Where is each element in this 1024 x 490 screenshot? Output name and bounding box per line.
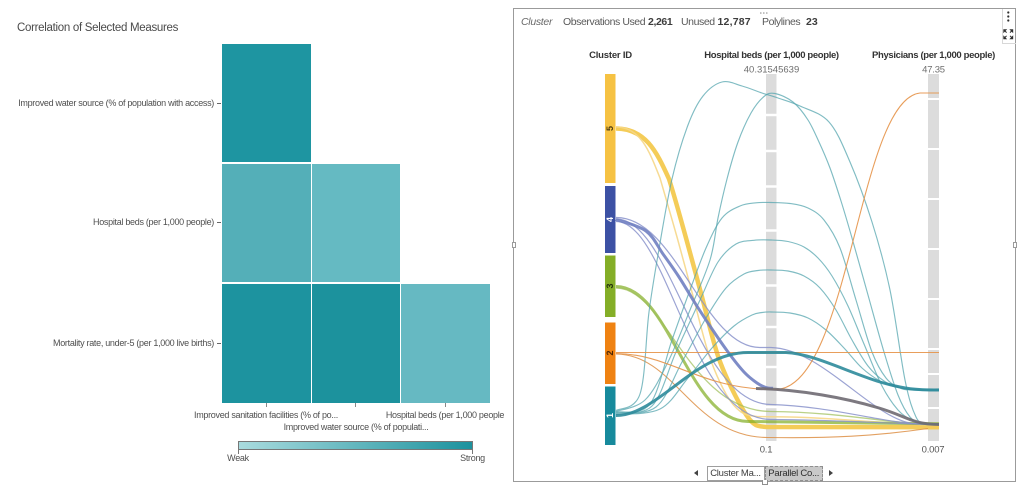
svg-text:Hospital beds (per 1,000 peopl: Hospital beds (per 1,000 people) [704,50,839,61]
svg-text:Cluster ID: Cluster ID [589,50,632,61]
svg-text:2: 2 [605,350,615,355]
svg-text:0.007: 0.007 [922,445,945,456]
svg-text:Physicians (per 1,000 people): Physicians (per 1,000 people) [872,50,995,61]
svg-text:47.35: 47.35 [922,65,945,76]
svg-text:1: 1 [605,413,615,418]
svg-text:0.1: 0.1 [760,445,773,456]
svg-text:4: 4 [605,217,615,222]
svg-text:40.31545639: 40.31545639 [744,65,799,76]
svg-text:3: 3 [605,283,615,288]
svg-text:5: 5 [605,126,615,131]
